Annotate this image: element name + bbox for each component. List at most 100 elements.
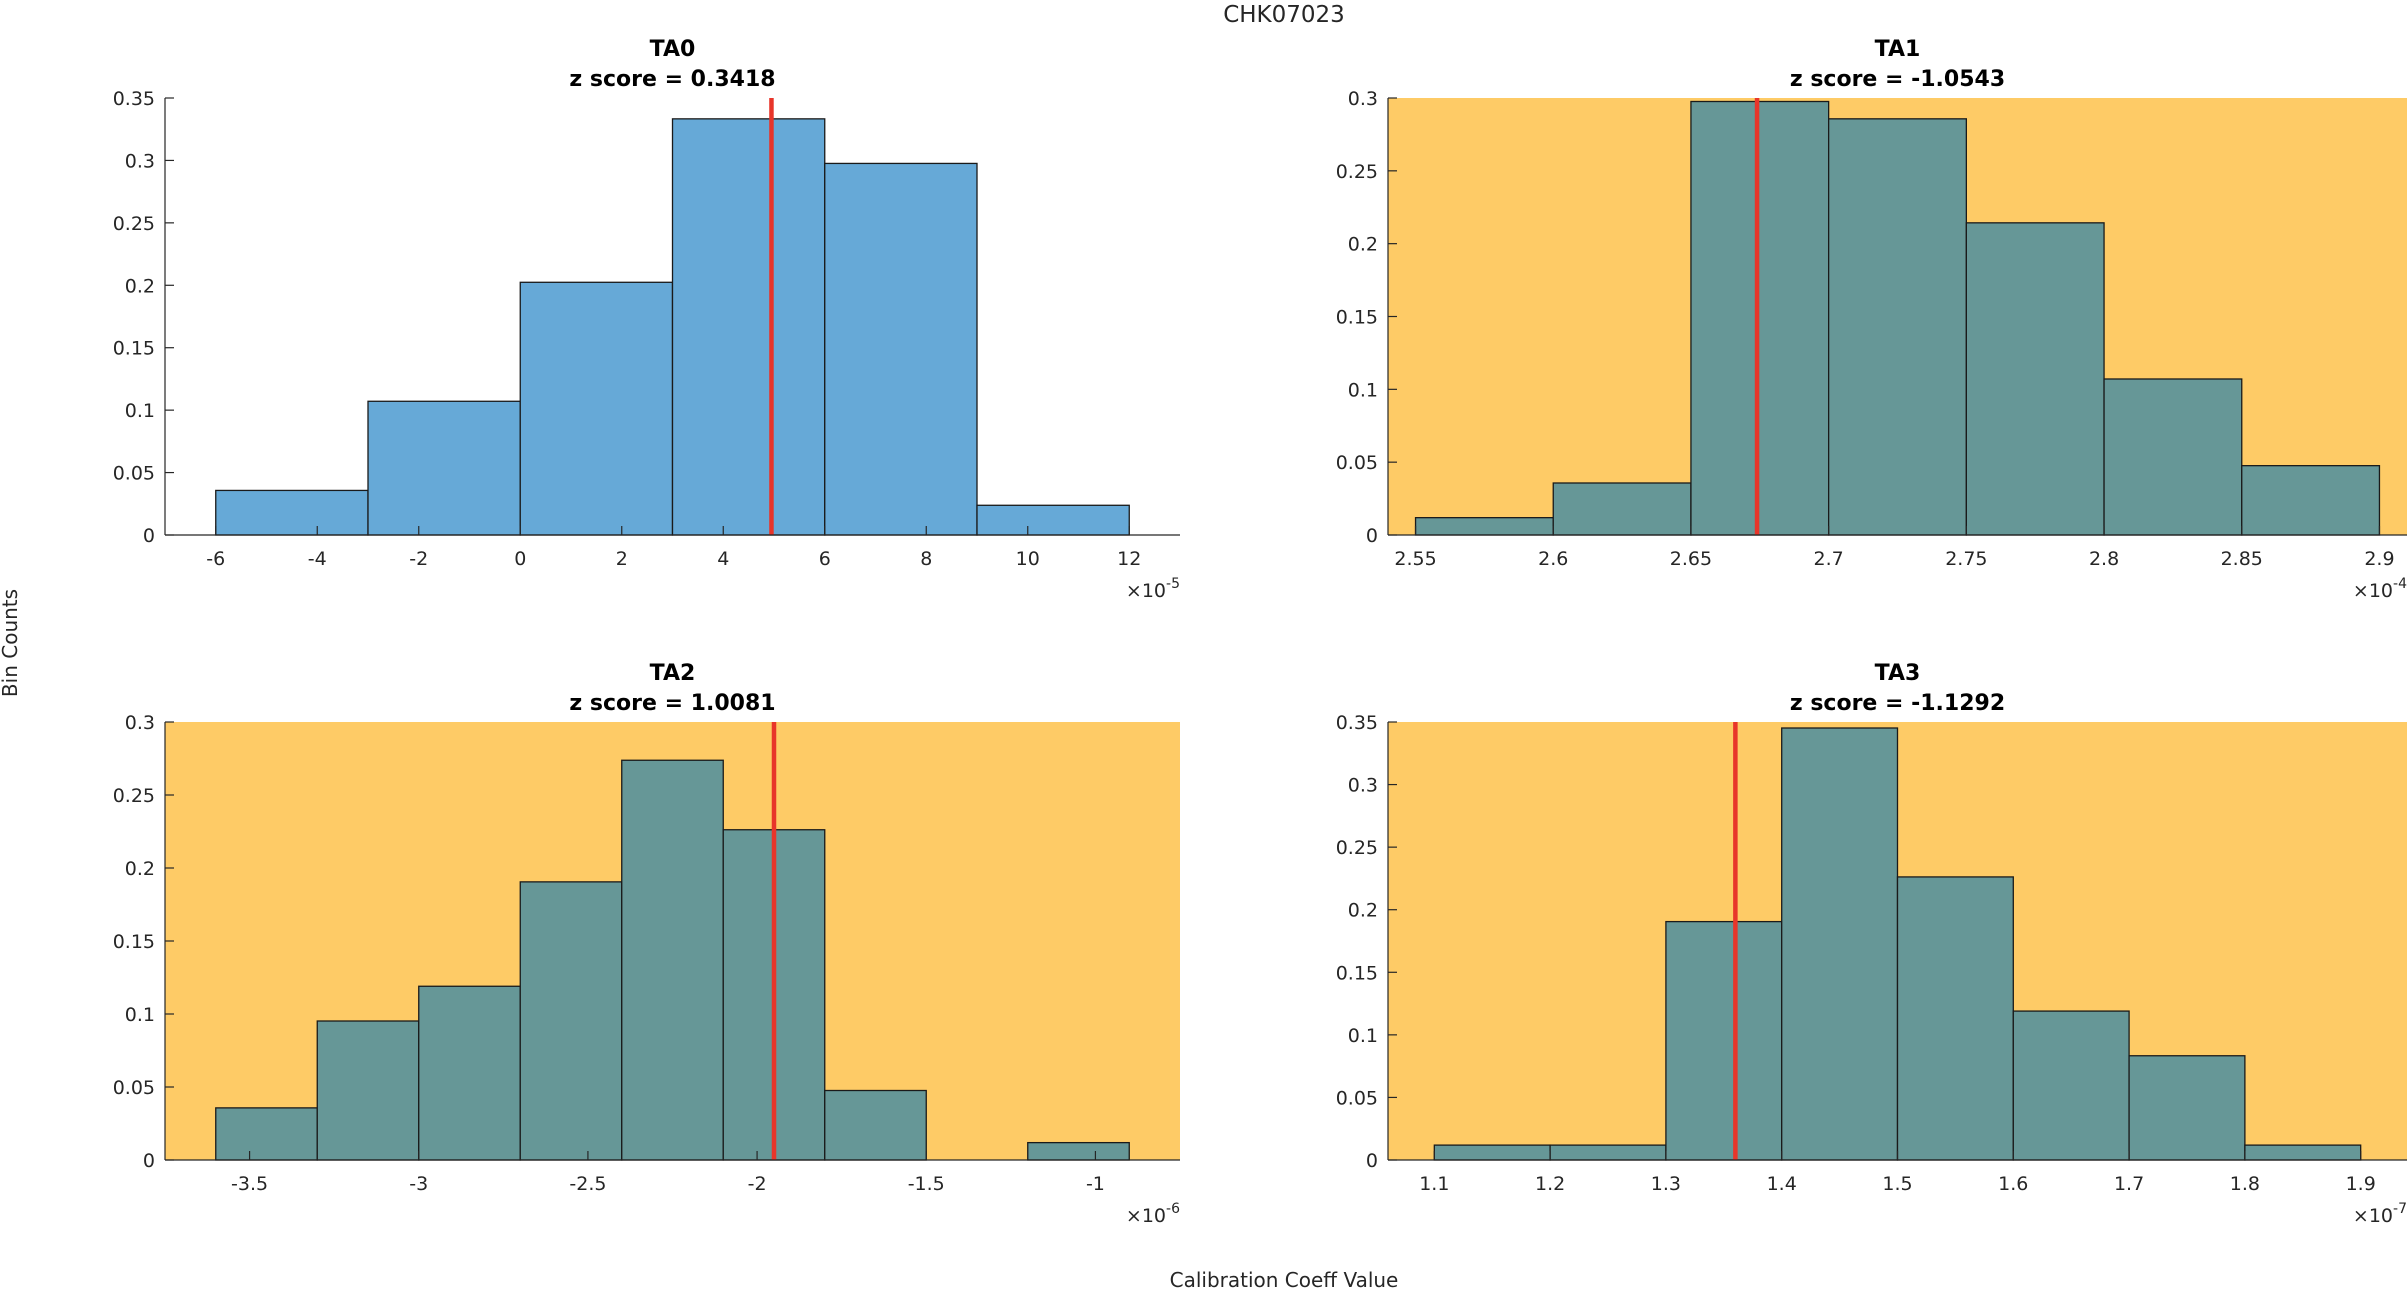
x-tick-label: 1.1 (1419, 1173, 1449, 1195)
histogram-bar (1549, 1144, 1667, 1161)
y-tick-label: 0.3 (125, 150, 155, 172)
x-tick-label: 1.2 (1535, 1173, 1565, 1195)
x-tick-label: -4 (308, 548, 327, 570)
x-tick-label: 12 (1117, 548, 1141, 570)
subplot-grid: 0 0.05 0.1 0.15 0.2 0.25 0.3 0.35 -6 -4 -2 0 2 4 6 8 10 1… (113, 37, 2407, 1227)
histogram-bar (519, 881, 623, 1161)
subplot-zscore: z score = 1.0081 (569, 691, 775, 716)
histogram-bar (1690, 100, 1830, 536)
figure-title: CHK07023 (1223, 2, 1345, 28)
x-axis-exponent: ×10-5 (1126, 576, 1180, 602)
histogram-bar (2103, 378, 2243, 536)
y-tick-label: 0.15 (1336, 307, 1378, 329)
y-tick-label: 0.2 (125, 858, 155, 880)
y-tick-label: 0.05 (1336, 452, 1378, 474)
y-tick-label: 0.05 (113, 1077, 155, 1099)
histogram-bar (2244, 1144, 2362, 1161)
histogram-bar (1965, 222, 2105, 536)
x-axis-exponent: ×10-6 (1126, 1201, 1180, 1227)
x-tick-label: 2.55 (1394, 548, 1436, 570)
histogram-bar (519, 281, 674, 536)
y-tick-label: 0.3 (125, 712, 155, 734)
histogram-bar (824, 162, 978, 536)
y-tick-label: 0.25 (1336, 837, 1378, 859)
y-tick-label: 0.3 (1348, 775, 1378, 797)
x-tick-label: 1.4 (1767, 1173, 1797, 1195)
y-tick-label: 0.35 (113, 88, 155, 110)
histogram-bar (1027, 1141, 1130, 1161)
subplot-zscore: z score = -1.1292 (1790, 691, 2005, 716)
x-tick-label: 1.9 (2346, 1173, 2376, 1195)
histogram-bar (2012, 1010, 2130, 1161)
subplot-zscore: z score = 0.3418 (569, 67, 775, 92)
x-tick-label: 2 (616, 548, 628, 570)
x-tick-label: -2 (748, 1173, 767, 1195)
subplot-title: TA2 (650, 661, 696, 686)
histogram-bar (976, 504, 1130, 536)
x-tick-label: 0 (514, 548, 526, 570)
y-tick-label: 0.25 (1336, 161, 1378, 183)
subplot-title: TA3 (1875, 661, 1921, 686)
x-tick-label: 2.9 (2364, 548, 2394, 570)
y-tick-label: 0.1 (1348, 1025, 1378, 1047)
subplot-ta1: 0 0.05 0.1 0.15 0.2 0.25 0.3 2.55 2.6 2.65 2.7 2.75… (1336, 37, 2407, 602)
subplot-title: TA0 (650, 37, 696, 62)
x-axis-exponent: ×10-4 (2353, 576, 2407, 602)
y-tick-label: 0 (143, 1150, 155, 1172)
histogram-bar (1414, 517, 1554, 536)
y-tick-label: 0.15 (113, 338, 155, 360)
y-tick-label: 0 (143, 525, 155, 547)
x-tick-label: 2.7 (1814, 548, 1844, 570)
histogram-bar (621, 759, 724, 1161)
subplot-ta2: 0 0.05 0.1 0.15 0.2 0.25 0.3 -3.5 -3 -2.5 -2 -1.5 -1… (113, 661, 1180, 1227)
histogram-bar (824, 1089, 927, 1161)
histogram-bar (215, 489, 369, 536)
histogram-bar (1827, 118, 1968, 536)
y-tick-label: 0.3 (1348, 88, 1378, 110)
histogram-bar (1896, 876, 2014, 1161)
y-tick-label: 0.25 (113, 213, 155, 235)
y-tick-label: 0.2 (1348, 234, 1378, 256)
y-tick-label: 0.15 (1336, 962, 1378, 984)
x-tick-label: 8 (920, 548, 932, 570)
y-tick-label: 0.35 (1336, 712, 1378, 734)
x-tick-label: -1 (1086, 1173, 1105, 1195)
subplot-ta3: 0 0.05 0.1 0.15 0.2 0.25 0.3 0.35 1.1 1.2 1.3 1.4 1.… (1336, 661, 2407, 1227)
x-tick-label: 2.65 (1670, 548, 1712, 570)
x-axis-exponent: ×10-7 (2353, 1201, 2407, 1227)
histogram-bar (671, 118, 826, 536)
y-tick-label: 0 (1366, 525, 1378, 547)
y-tick-label: 0 (1366, 1150, 1378, 1172)
x-tick-label: 1.6 (1998, 1173, 2028, 1195)
histogram-bar (215, 1107, 318, 1161)
x-tick-label: 2.8 (2089, 548, 2119, 570)
x-tick-label: 1.8 (2230, 1173, 2260, 1195)
histogram-bar (1781, 727, 1899, 1161)
x-tick-label: 1.5 (1882, 1173, 1912, 1195)
x-tick-label: -6 (206, 548, 225, 570)
histogram-bar (2241, 465, 2381, 536)
x-tick-label: 2.6 (1538, 548, 1568, 570)
x-axis-label: Calibration Coeff Value (1170, 1268, 1399, 1290)
histogram-bar (367, 400, 521, 536)
histogram-bar (418, 985, 521, 1161)
y-tick-label: 0.05 (113, 463, 155, 485)
subplot-ta0: 0 0.05 0.1 0.15 0.2 0.25 0.3 0.35 -6 -4 -2 0 2 4 6 8 10 1… (113, 37, 1180, 602)
y-tick-label: 0.2 (125, 275, 155, 297)
x-tick-label: 10 (1016, 548, 1040, 570)
y-tick-label: 0.1 (125, 400, 155, 422)
x-tick-label: -1.5 (908, 1173, 945, 1195)
x-tick-label: 4 (717, 548, 729, 570)
x-tick-label: 6 (819, 548, 831, 570)
x-tick-label: 1.7 (2114, 1173, 2144, 1195)
x-tick-label: -3.5 (231, 1173, 268, 1195)
y-tick-label: 0.05 (1336, 1087, 1378, 1109)
y-tick-label: 0.1 (125, 1004, 155, 1026)
x-tick-label: -3 (409, 1173, 428, 1195)
x-tick-label: 2.85 (2221, 548, 2263, 570)
histogram-bar (1552, 482, 1692, 536)
y-axis-label: Bin Counts (0, 589, 22, 697)
x-tick-label: 2.75 (1945, 548, 1987, 570)
y-tick-label: 0.2 (1348, 900, 1378, 922)
